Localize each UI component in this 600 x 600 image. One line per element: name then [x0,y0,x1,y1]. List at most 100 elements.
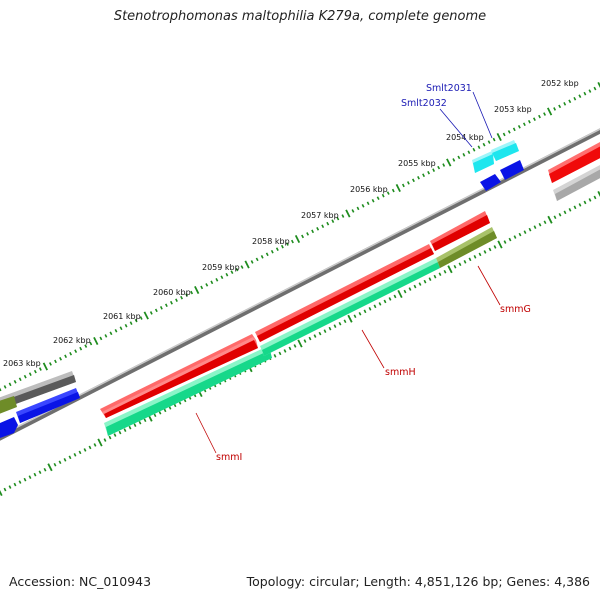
outer-scale-minor-tick [38,367,42,371]
scale-label-2056: 2056 kbp [350,185,388,194]
inner-scale-minor-tick [518,232,522,237]
outer-scale-minor-tick [527,119,531,124]
inner-scale-minor-tick [403,289,407,294]
inner-scale-minor-tick [88,445,92,450]
gene-blue-left-reverse [0,388,80,438]
gene-red-smmi [100,334,258,418]
gene-label-smlt2031: Smlt2031 [426,83,472,94]
inner-scale-minor-tick [133,423,137,427]
inner-scale-minor-tick [413,284,417,289]
scale-label-2062: 2062 kbp [53,336,91,345]
outer-scale-major-tick [294,234,301,244]
inner-scale-minor-tick [303,339,307,343]
outer-scale-minor-tick [280,244,284,249]
outer-scale-minor-tick [8,382,12,387]
outer-scale-minor-tick [411,178,415,183]
inner-scale-minor-tick [63,458,67,462]
scale-label-2057: 2057 kbp [301,211,339,220]
inner-scale-minor-tick [3,487,7,492]
gene-red-forward-right [548,142,600,183]
outer-scale-minor-tick [250,260,254,264]
inner-scale-minor-tick [523,230,527,234]
inner-scale-minor-tick [503,240,507,244]
outer-scale-minor-tick [437,165,441,170]
outer-scale-minor-tick [215,278,219,282]
inner-scale-minor-tick [33,472,37,477]
inner-scale-minor-tick [573,205,577,210]
outer-scale-minor-tick [185,293,189,297]
inner-scale-minor-tick [583,200,587,205]
inner-scale-minor-tick [108,435,112,440]
leader-smmh [361,329,385,369]
gene-label-smmg: smmG [500,304,531,315]
inner-scale-major-tick [447,265,453,274]
outer-scale-minor-tick [23,374,27,379]
outer-scale-minor-tick [3,385,7,389]
outer-scale-major-tick [546,107,553,116]
inner-scale-minor-tick [318,331,322,336]
outer-scale-minor-tick [149,311,153,315]
inner-scale-minor-tick [553,215,557,220]
outer-scale-minor-tick [331,219,335,223]
leader-smmg [477,265,501,306]
inner-scale-minor-tick [38,470,42,474]
outer-scale-minor-tick [154,308,158,313]
inner-scale-minor-tick [328,326,332,331]
outer-scale-minor-tick [28,372,32,376]
inner-scale-minor-tick [83,448,87,452]
outer-scale-minor-tick [386,191,390,195]
inner-scale-minor-tick [138,420,142,425]
inner-scale-minor-tick [488,247,492,252]
outer-scale-minor-tick [351,209,355,213]
inner-scale-minor-tick [468,257,472,262]
outer-scale-minor-tick [588,89,592,93]
outer-scale-minor-tick [467,150,471,155]
inner-scale-major-tick [297,339,303,348]
outer-scale-minor-tick [462,153,466,157]
inner-scale-minor-tick [408,287,412,291]
outer-scale-major-tick [194,285,200,295]
outer-scale-minor-tick [200,285,204,290]
forward-strand-genes [0,140,600,414]
outer-scale-minor-tick [482,142,486,147]
outer-scale-minor-tick [593,86,597,91]
outer-scale-minor-tick [301,234,305,239]
outer-scale-major-tick [143,311,149,320]
outer-scale-minor-tick [583,91,587,96]
inner-scale-minor-tick [8,485,12,489]
inner-scale-minor-tick [493,245,497,249]
outer-scale-minor-tick [260,255,264,259]
outer-scale-minor-tick [558,104,562,109]
inner-scale-major-tick [47,463,53,472]
scale-label-2058: 2058 kbp [252,237,290,246]
scale-label-2061: 2061 kbp [103,312,141,321]
outer-scale-minor-tick [341,214,345,218]
inner-scale-minor-tick [73,453,77,457]
inner-scale-minor-tick [168,406,172,410]
outer-scale-minor-tick [114,329,118,333]
inner-scale-minor-tick [338,321,342,326]
inner-scale-minor-tick [388,297,392,301]
outer-scale-minor-tick [502,132,506,137]
outer-scale-minor-tick [512,127,516,132]
inner-scale-minor-tick [143,418,147,423]
outer-scale-major-tick [446,158,452,167]
inner-scale-minor-tick [378,302,382,306]
inner-scale-minor-tick [273,354,277,358]
outer-scale-major-tick [93,336,99,346]
gene-gray-forward [0,371,76,409]
outer-scale-minor-tick [225,272,229,277]
inner-scale-minor-tick [358,312,362,316]
inner-scale-minor-tick [288,346,292,351]
inner-scale-minor-tick [13,482,17,487]
outer-scale-minor-tick [573,96,577,101]
inner-scale-minor-tick [528,227,532,232]
outer-scale-minor-tick [568,99,572,104]
outer-scale-minor-tick [230,270,234,274]
outer-scale-minor-tick [457,155,461,160]
outer-scale-minor-tick [522,122,526,127]
outer-scale-minor-tick [452,158,456,162]
inner-scale-minor-tick [393,294,397,299]
inner-scale-minor-tick [128,425,132,430]
